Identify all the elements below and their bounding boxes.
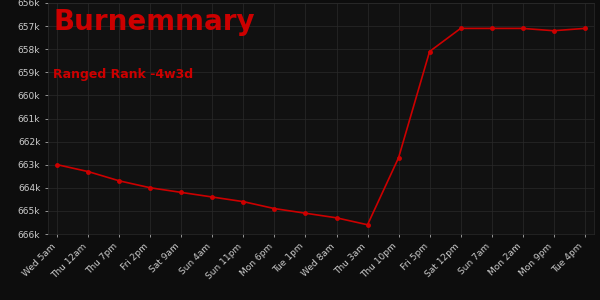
Text: Ranged Rank -4w3d: Ranged Rank -4w3d xyxy=(53,68,194,81)
Text: Burnemmary: Burnemmary xyxy=(53,8,255,36)
